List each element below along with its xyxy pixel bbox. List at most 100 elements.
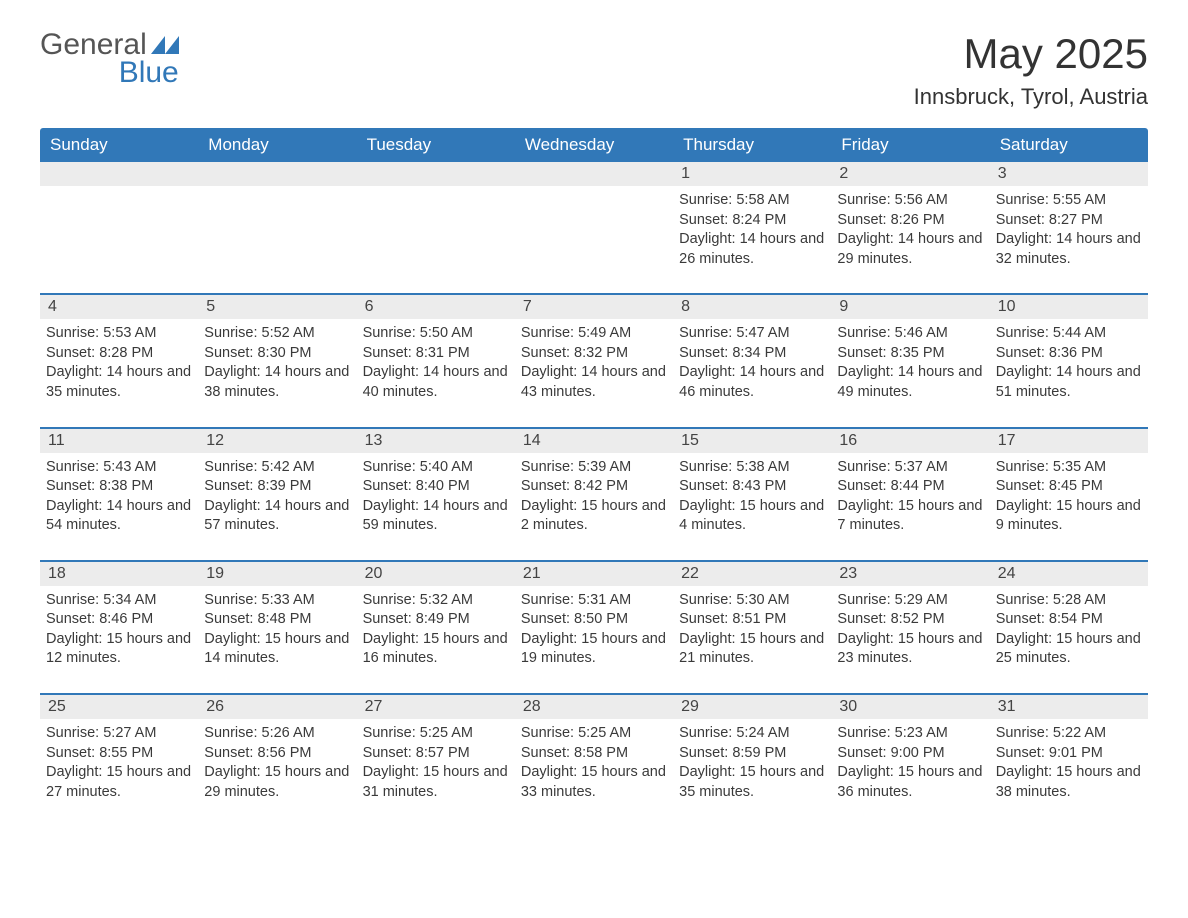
sunset-text: Sunset: 8:57 PM [363, 744, 509, 764]
sunset-text: Sunset: 8:52 PM [837, 610, 983, 630]
day-cell: 6Sunrise: 5:50 AMSunset: 8:31 PMDaylight… [357, 295, 515, 408]
day-cell: 31Sunrise: 5:22 AMSunset: 9:01 PMDayligh… [990, 695, 1148, 808]
day-cell: 17Sunrise: 5:35 AMSunset: 8:45 PMDayligh… [990, 429, 1148, 542]
dow-cell: Saturday [990, 128, 1148, 162]
sunset-text: Sunset: 8:58 PM [521, 744, 667, 764]
daylight-text: Daylight: 14 hours and 26 minutes. [679, 230, 825, 269]
day-body: Sunrise: 5:38 AMSunset: 8:43 PMDaylight:… [673, 453, 831, 536]
sunset-text: Sunset: 8:43 PM [679, 477, 825, 497]
sunset-text: Sunset: 8:40 PM [363, 477, 509, 497]
daylight-text: Daylight: 14 hours and 59 minutes. [363, 497, 509, 536]
day-number: 25 [40, 695, 198, 719]
day-cell: 11Sunrise: 5:43 AMSunset: 8:38 PMDayligh… [40, 429, 198, 542]
day-cell: 12Sunrise: 5:42 AMSunset: 8:39 PMDayligh… [198, 429, 356, 542]
day-cell: 25Sunrise: 5:27 AMSunset: 8:55 PMDayligh… [40, 695, 198, 808]
week-row: 1Sunrise: 5:58 AMSunset: 8:24 PMDaylight… [40, 162, 1148, 275]
daylight-text: Daylight: 15 hours and 36 minutes. [837, 763, 983, 802]
day-number: 3 [990, 162, 1148, 186]
day-number [357, 162, 515, 186]
sunrise-text: Sunrise: 5:31 AM [521, 591, 667, 611]
day-cell: 15Sunrise: 5:38 AMSunset: 8:43 PMDayligh… [673, 429, 831, 542]
day-body: Sunrise: 5:35 AMSunset: 8:45 PMDaylight:… [990, 453, 1148, 536]
day-body: Sunrise: 5:29 AMSunset: 8:52 PMDaylight:… [831, 586, 989, 669]
day-cell: 29Sunrise: 5:24 AMSunset: 8:59 PMDayligh… [673, 695, 831, 808]
sunset-text: Sunset: 8:48 PM [204, 610, 350, 630]
daylight-text: Daylight: 14 hours and 57 minutes. [204, 497, 350, 536]
day-number: 9 [831, 295, 989, 319]
sunset-text: Sunset: 8:49 PM [363, 610, 509, 630]
day-body: Sunrise: 5:49 AMSunset: 8:32 PMDaylight:… [515, 319, 673, 402]
daylight-text: Daylight: 14 hours and 40 minutes. [363, 363, 509, 402]
daylight-text: Daylight: 15 hours and 27 minutes. [46, 763, 192, 802]
day-number: 5 [198, 295, 356, 319]
sunrise-text: Sunrise: 5:35 AM [996, 458, 1142, 478]
daylight-text: Daylight: 15 hours and 33 minutes. [521, 763, 667, 802]
day-body: Sunrise: 5:30 AMSunset: 8:51 PMDaylight:… [673, 586, 831, 669]
location: Innsbruck, Tyrol, Austria [914, 84, 1148, 110]
sunset-text: Sunset: 9:01 PM [996, 744, 1142, 764]
sunset-text: Sunset: 8:45 PM [996, 477, 1142, 497]
day-cell: 20Sunrise: 5:32 AMSunset: 8:49 PMDayligh… [357, 562, 515, 675]
dow-cell: Sunday [40, 128, 198, 162]
day-body: Sunrise: 5:37 AMSunset: 8:44 PMDaylight:… [831, 453, 989, 536]
sunset-text: Sunset: 8:39 PM [204, 477, 350, 497]
sunset-text: Sunset: 8:42 PM [521, 477, 667, 497]
week-row: 4Sunrise: 5:53 AMSunset: 8:28 PMDaylight… [40, 293, 1148, 408]
day-body: Sunrise: 5:56 AMSunset: 8:26 PMDaylight:… [831, 186, 989, 269]
day-number: 29 [673, 695, 831, 719]
sunrise-text: Sunrise: 5:26 AM [204, 724, 350, 744]
sunset-text: Sunset: 8:26 PM [837, 211, 983, 231]
sunrise-text: Sunrise: 5:24 AM [679, 724, 825, 744]
day-cell: 13Sunrise: 5:40 AMSunset: 8:40 PMDayligh… [357, 429, 515, 542]
daylight-text: Daylight: 14 hours and 32 minutes. [996, 230, 1142, 269]
day-number: 4 [40, 295, 198, 319]
daylight-text: Daylight: 15 hours and 12 minutes. [46, 630, 192, 669]
day-body: Sunrise: 5:26 AMSunset: 8:56 PMDaylight:… [198, 719, 356, 802]
day-cell [515, 162, 673, 275]
sunset-text: Sunset: 8:35 PM [837, 344, 983, 364]
sunrise-text: Sunrise: 5:49 AM [521, 324, 667, 344]
day-body: Sunrise: 5:23 AMSunset: 9:00 PMDaylight:… [831, 719, 989, 802]
day-body: Sunrise: 5:25 AMSunset: 8:57 PMDaylight:… [357, 719, 515, 802]
day-cell: 24Sunrise: 5:28 AMSunset: 8:54 PMDayligh… [990, 562, 1148, 675]
dow-cell: Friday [831, 128, 989, 162]
day-body: Sunrise: 5:55 AMSunset: 8:27 PMDaylight:… [990, 186, 1148, 269]
sunset-text: Sunset: 8:55 PM [46, 744, 192, 764]
day-cell: 1Sunrise: 5:58 AMSunset: 8:24 PMDaylight… [673, 162, 831, 275]
dow-cell: Monday [198, 128, 356, 162]
daylight-text: Daylight: 15 hours and 14 minutes. [204, 630, 350, 669]
daylight-text: Daylight: 15 hours and 19 minutes. [521, 630, 667, 669]
day-of-week-header: Sunday Monday Tuesday Wednesday Thursday… [40, 128, 1148, 162]
day-cell: 3Sunrise: 5:55 AMSunset: 8:27 PMDaylight… [990, 162, 1148, 275]
day-number: 16 [831, 429, 989, 453]
day-cell: 19Sunrise: 5:33 AMSunset: 8:48 PMDayligh… [198, 562, 356, 675]
sunset-text: Sunset: 8:31 PM [363, 344, 509, 364]
day-body: Sunrise: 5:43 AMSunset: 8:38 PMDaylight:… [40, 453, 198, 536]
day-body: Sunrise: 5:33 AMSunset: 8:48 PMDaylight:… [198, 586, 356, 669]
sunset-text: Sunset: 9:00 PM [837, 744, 983, 764]
daylight-text: Daylight: 14 hours and 35 minutes. [46, 363, 192, 402]
sunrise-text: Sunrise: 5:27 AM [46, 724, 192, 744]
sunset-text: Sunset: 8:59 PM [679, 744, 825, 764]
day-body: Sunrise: 5:28 AMSunset: 8:54 PMDaylight:… [990, 586, 1148, 669]
day-cell: 4Sunrise: 5:53 AMSunset: 8:28 PMDaylight… [40, 295, 198, 408]
header: General Blue May 2025 Innsbruck, Tyrol, … [40, 30, 1148, 110]
sunset-text: Sunset: 8:51 PM [679, 610, 825, 630]
daylight-text: Daylight: 15 hours and 16 minutes. [363, 630, 509, 669]
day-number: 26 [198, 695, 356, 719]
day-number: 19 [198, 562, 356, 586]
day-cell: 5Sunrise: 5:52 AMSunset: 8:30 PMDaylight… [198, 295, 356, 408]
day-number [198, 162, 356, 186]
day-number: 2 [831, 162, 989, 186]
sunset-text: Sunset: 8:36 PM [996, 344, 1142, 364]
weeks-container: 1Sunrise: 5:58 AMSunset: 8:24 PMDaylight… [40, 162, 1148, 808]
day-cell: 21Sunrise: 5:31 AMSunset: 8:50 PMDayligh… [515, 562, 673, 675]
day-body: Sunrise: 5:34 AMSunset: 8:46 PMDaylight:… [40, 586, 198, 669]
day-body: Sunrise: 5:27 AMSunset: 8:55 PMDaylight:… [40, 719, 198, 802]
sunset-text: Sunset: 8:32 PM [521, 344, 667, 364]
calendar: Sunday Monday Tuesday Wednesday Thursday… [40, 128, 1148, 808]
sunrise-text: Sunrise: 5:23 AM [837, 724, 983, 744]
daylight-text: Daylight: 14 hours and 51 minutes. [996, 363, 1142, 402]
day-cell: 14Sunrise: 5:39 AMSunset: 8:42 PMDayligh… [515, 429, 673, 542]
day-cell: 26Sunrise: 5:26 AMSunset: 8:56 PMDayligh… [198, 695, 356, 808]
